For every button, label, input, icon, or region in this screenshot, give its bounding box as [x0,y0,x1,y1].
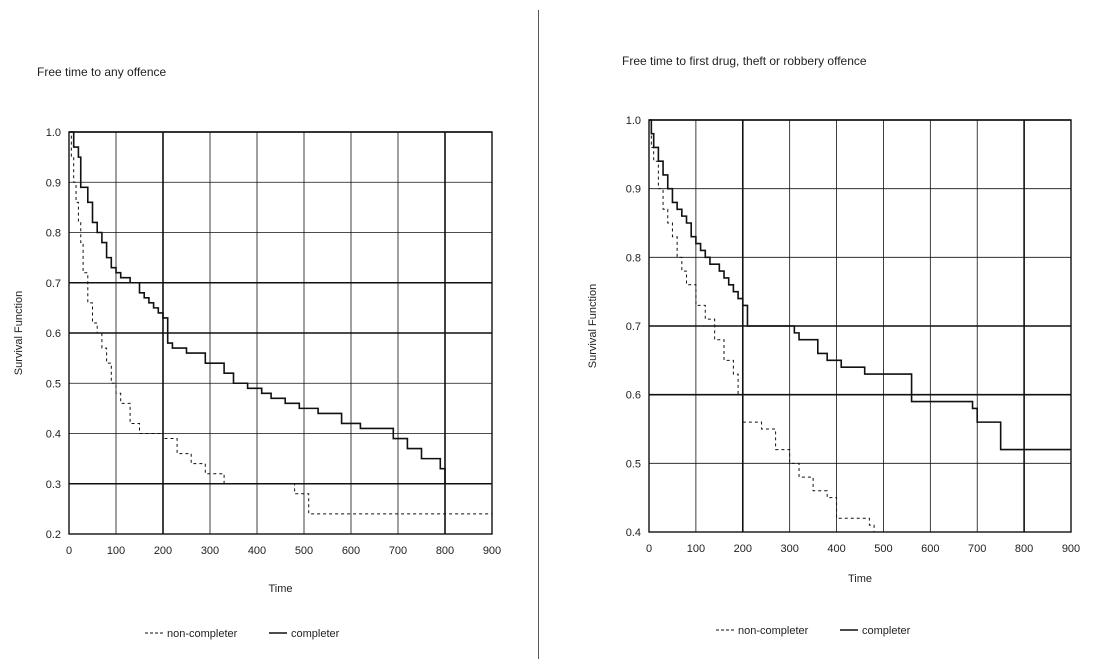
plot-frame [68,131,493,535]
y-tick-label: 0.9 [626,184,641,196]
panel-divider [538,10,539,659]
legend-label-non-completer: non-completer [167,628,238,640]
y-tick-label: 0.3 [46,479,61,491]
x-tick-label: 0 [646,543,652,555]
y-tick-label: 0.2 [46,529,61,541]
chart-drug-theft-robbery-svg: Free time to first drug, theft or robber… [587,54,1080,637]
y-tick-label: 0.7 [46,278,61,290]
x-tick-label: 700 [389,545,407,557]
y-tick-label: 0.8 [46,228,61,240]
y-tick-label: 0.4 [626,527,641,539]
y-axis-label: Survival Function [13,291,25,375]
x-tick-label: 100 [687,543,705,555]
x-tick-label: 200 [154,545,172,557]
x-tick-label: 600 [342,545,360,557]
x-tick-label: 400 [248,545,266,557]
chart-title: Free time to any offence [37,65,167,79]
x-tick-label: 600 [921,543,939,555]
x-tick-label: 900 [1062,543,1080,555]
x-tick-label: 700 [968,543,986,555]
x-axis-label: Time [268,583,292,595]
y-axis-label: Survival Function [587,284,599,368]
series-line-non-completer [69,131,492,515]
y-tick-label: 0.5 [46,378,61,390]
y-tick-label: 0.5 [626,458,641,470]
y-tick-label: 0.9 [46,177,61,189]
legend-label-non-completer: non-completer [738,625,809,637]
gridlines [648,119,1072,533]
gridlines [68,131,493,535]
x-tick-label: 500 [874,543,892,555]
series-line-completer [649,119,1071,451]
x-tick-label: 200 [734,543,752,555]
chart-title: Free time to first drug, theft or robber… [622,54,867,68]
y-tick-label: 0.6 [626,390,641,402]
y-tick-label: 0.7 [626,321,641,333]
legend-label-completer: completer [862,625,911,637]
x-tick-label: 300 [780,543,798,555]
chart-panel-any-offence: Free time to any offence 0.2 0.3 0.4 0.5 0.6 0… [0,0,540,659]
chart-panel-drug-theft-robbery: Free time to first drug, theft or robber… [556,0,1096,659]
series-line-completer [69,131,492,485]
x-tick-label: 800 [1015,543,1033,555]
x-tick-label: 400 [827,543,845,555]
y-tick-label: 0.8 [626,252,641,264]
y-tick-label: 1.0 [46,127,61,139]
x-tick-label: 900 [483,545,501,557]
plot-frame [648,119,1072,533]
legend: non-completer completer [716,625,911,637]
x-tick-label: 300 [201,545,219,557]
x-tick-label: 100 [107,545,125,557]
y-tick-label: 0.4 [46,429,61,441]
x-tick-label: 500 [295,545,313,557]
legend-label-completer: completer [291,628,340,640]
x-tick-label: 800 [436,545,454,557]
x-axis-label: Time [848,573,872,585]
chart-any-offence-svg: Free time to any offence 0.2 0.3 0.4 0.5 0.6 0… [13,65,501,640]
x-tick-label: 0 [66,545,72,557]
y-tick-label: 0.6 [46,328,61,340]
legend: non-completer completer [145,628,340,640]
y-tick-label: 1.0 [626,115,641,127]
